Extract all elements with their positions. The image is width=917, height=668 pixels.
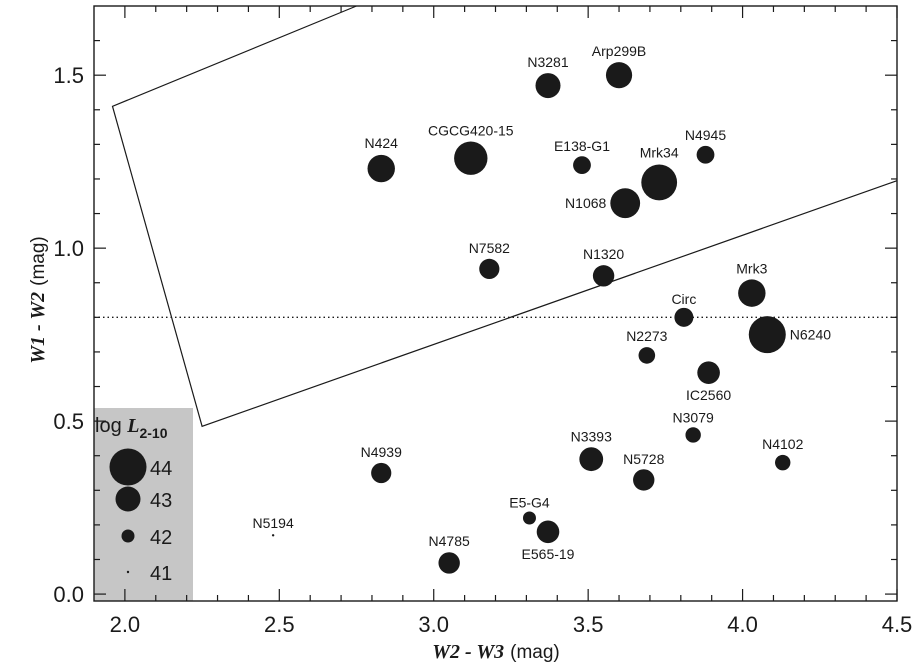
legend-marker <box>126 570 130 574</box>
data-point-ic2560 <box>697 361 720 384</box>
data-point-n3079 <box>685 427 701 443</box>
wedge-boundary <box>111 5 898 428</box>
x-tick-label: 3.5 <box>573 612 604 637</box>
y-tick-label: 0.5 <box>53 409 84 434</box>
data-point-arp299b <box>605 62 633 89</box>
reference-lines <box>94 5 898 428</box>
y-axis-unit: (mag) <box>28 236 49 286</box>
legend-marker <box>109 448 147 486</box>
data-point-circ <box>674 307 694 327</box>
point-label: CGCG420-15 <box>428 123 514 139</box>
point-label: N7582 <box>469 240 510 256</box>
legend-label: 43 <box>150 490 172 512</box>
x-tick-label: 4.5 <box>882 612 913 637</box>
point-label: N4945 <box>685 127 726 143</box>
legend-background-layer <box>94 408 193 601</box>
point-label: E565-19 <box>522 546 575 562</box>
data-point-n5728 <box>633 469 655 491</box>
point-label: Arp299B <box>592 43 646 59</box>
point-label: N1068 <box>565 195 606 211</box>
x-axis-title: W2 - W3 (mag) <box>432 641 560 663</box>
point-label: N1320 <box>583 246 624 262</box>
data-point-e5-g4 <box>522 511 536 525</box>
point-label: Mrk3 <box>736 260 767 276</box>
plot-frame <box>93 5 898 602</box>
point-label: N4102 <box>762 436 803 452</box>
legend-marker <box>121 529 135 543</box>
point-label: N424 <box>364 135 398 151</box>
data-point-cgcg420-15 <box>454 141 488 175</box>
point-label: N6240 <box>790 327 831 343</box>
point-label: Circ <box>671 291 696 307</box>
data-point-e138-g1 <box>573 156 591 175</box>
x-tick-label: 3.0 <box>418 612 449 637</box>
x-axis-title-text: W2 - W3 <box>432 641 504 663</box>
y-axis-title: W1 - W2 (mag) <box>27 236 49 364</box>
point-label: N3281 <box>527 54 568 70</box>
point-labels: Arp299B N3281 N424 CGCG420-15 E138-G1 N4945 Mr… <box>252 43 831 562</box>
data-point-n4785 <box>438 552 460 574</box>
legend-marker <box>115 486 141 512</box>
data-point-n4939 <box>371 462 392 484</box>
data-point-e565-19 <box>536 520 560 544</box>
data-point-mrk34 <box>641 164 678 201</box>
point-label: N5194 <box>252 515 293 531</box>
data-points <box>271 62 791 574</box>
plot-border <box>93 5 898 602</box>
data-point-n6240 <box>748 316 786 354</box>
data-point-n4102 <box>775 454 791 471</box>
data-point-n7582 <box>479 258 500 280</box>
legend-label: 44 <box>150 458 172 480</box>
legend-title: log L2-10 <box>95 415 168 441</box>
x-axis-ticks: 2.0 2.5 3.0 3.5 4.0 4.5 <box>110 6 913 637</box>
point-label: N3079 <box>673 409 714 425</box>
data-point-n1068 <box>610 188 641 219</box>
legend-label: 41 <box>150 563 172 585</box>
point-label: N4939 <box>361 444 402 460</box>
point-label: Mrk34 <box>640 145 679 161</box>
x-tick-label: 2.5 <box>264 612 295 637</box>
y-tick-label: 0.0 <box>53 582 84 607</box>
x-tick-label: 4.0 <box>727 612 758 637</box>
y-tick-label: 1.0 <box>53 236 84 261</box>
point-label: N2273 <box>626 328 667 344</box>
data-point-n4945 <box>696 145 715 164</box>
point-label: E138-G1 <box>554 138 610 154</box>
point-label: IC2560 <box>686 387 731 403</box>
y-axis-ticks: 0.0 0.5 1.0 1.5 <box>53 39 897 607</box>
data-point-n3393 <box>579 447 604 472</box>
data-point-n1320 <box>592 265 615 287</box>
data-point-mrk3 <box>738 279 766 307</box>
point-label: N4785 <box>429 533 470 549</box>
point-label: N3393 <box>571 428 612 444</box>
data-point-n5194 <box>271 534 275 537</box>
point-label: N5728 <box>623 451 664 467</box>
data-point-n3281 <box>535 73 561 99</box>
point-label: E5-G4 <box>509 494 550 510</box>
x-tick-label: 2.0 <box>110 612 141 637</box>
y-tick-label: 1.5 <box>53 63 84 88</box>
x-axis-unit: (mag) <box>510 642 560 663</box>
data-point-n424 <box>367 154 395 183</box>
legend-label: 42 <box>150 527 172 549</box>
y-axis-title-text: W1 - W2 <box>27 292 49 364</box>
size-legend: log L2-10 44 43 42 41 <box>95 415 172 585</box>
legend-box <box>94 408 193 601</box>
data-point-n2273 <box>638 347 656 364</box>
